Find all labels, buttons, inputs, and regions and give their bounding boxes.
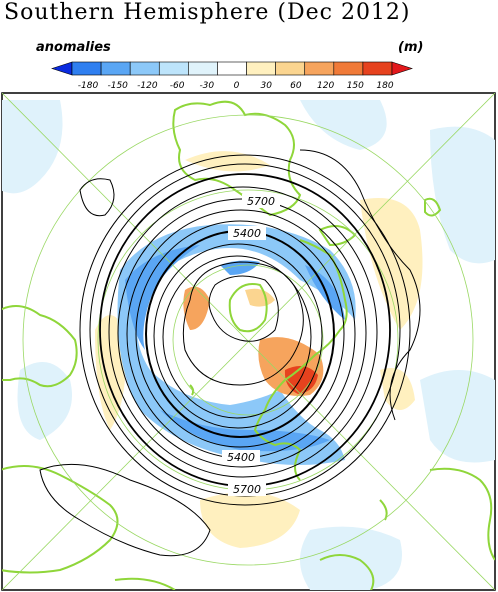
colorbar-tick-label: 120 [317,81,334,91]
colorbar-tick-label: 0 [234,81,240,91]
colorbar-segment [391,61,413,76]
colorbar-tick-label: -150 [107,81,128,91]
colorbar-tick-label: -120 [137,81,158,91]
contour-label-top-outer: 5700 [247,195,275,208]
map-title: Southern Hemisphere (Dec 2012) [4,0,411,25]
colorbar-tick-label: -180 [78,81,99,91]
contour-label-bottom-inner: 5400 [227,451,255,464]
legend-left-label: anomalies [36,40,111,55]
contour-label-bottom-outer: 5700 [233,483,261,496]
colorbar-tick-label: 60 [290,81,302,91]
coastlines [2,100,495,590]
colorbar-tick-label: 180 [376,81,393,91]
colorbar-tick-label: -60 [170,81,185,91]
legend-unit-label: (m) [398,40,424,55]
colorbar-tick-label: 150 [347,81,364,91]
legend-colorbar: -180 -150 -120 -60 -30 0 30 60 120 150 180 [51,61,413,91]
colorbar-tick-label: 30 [260,81,272,91]
contour-label-top-inner: 5400 [233,227,261,240]
colorbar-tick-label: -30 [199,81,214,91]
height-contours [39,149,421,557]
